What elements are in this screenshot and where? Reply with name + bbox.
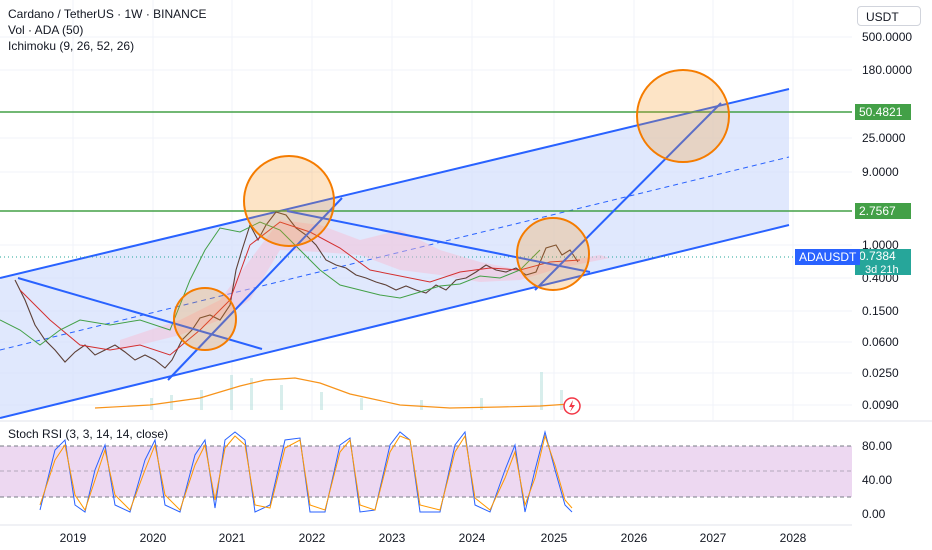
time-axis[interactable]: 2019 2020 2021 2022 2023 2024 2025 2026 2027 2028 (60, 531, 807, 545)
stoch-rsi-d-line (39, 434, 573, 512)
rsi-scale-label: 40.00 (862, 473, 892, 487)
price-scale-label: 9.0000 (862, 165, 899, 179)
ichimoku-lagging-line (0, 221, 541, 346)
ichimoku-legend[interactable]: Ichimoku (9, 26, 52, 26) (8, 39, 135, 53)
rsi-scale-label: 80.00 (862, 439, 892, 453)
highlight-circle-2021[interactable] (173, 287, 237, 351)
channel-mid-line (0, 156, 790, 351)
channel-lower-line[interactable] (0, 224, 790, 419)
price-scale-label: 25.0000 (862, 131, 906, 145)
volume-legend[interactable]: Vol · ADA (50) (8, 23, 84, 37)
descending-trendline-1[interactable] (17, 277, 263, 350)
price-line[interactable] (14, 211, 579, 369)
time-axis-label: 2021 (219, 531, 246, 545)
current-price-countdown: 3d 21h (865, 264, 899, 276)
currency-selector[interactable]: USDT (857, 6, 921, 26)
rsi-scale[interactable]: 80.00 40.00 0.00 (862, 439, 892, 521)
time-axis-label: 2025 (541, 531, 568, 545)
price-scale-label: 0.0600 (862, 335, 899, 349)
stoch-rsi-legend[interactable]: Stoch RSI (3, 3, 14, 14, close) (8, 427, 169, 441)
descending-trendline-2[interactable] (286, 210, 591, 273)
highlight-circle-2024[interactable] (516, 217, 590, 291)
time-axis-label: 2028 (780, 531, 807, 545)
level-tag-50-bg (855, 104, 911, 120)
highlight-circle-target[interactable] (636, 69, 730, 163)
ichimoku-cloud (120, 220, 610, 350)
time-axis-label: 2022 (299, 531, 326, 545)
symbol-price-tag: ADAUSDT (795, 249, 861, 265)
lightning-icon[interactable] (563, 397, 581, 415)
time-axis-label: 2020 (140, 531, 167, 545)
level-tag-2-75: 2.7567 (859, 204, 896, 218)
time-axis-label: 2019 (60, 531, 87, 545)
price-scale-label: 500.0000 (862, 30, 912, 44)
price-scale[interactable]: 500.0000180.000025.00009.00001.00000.400… (862, 30, 912, 412)
current-price-tag-bg (855, 249, 911, 275)
time-axis-label: 2023 (379, 531, 406, 545)
price-scale-label: 0.1500 (862, 304, 899, 318)
ichimoku-conversion-line (19, 221, 581, 356)
time-axis-label: 2024 (459, 531, 486, 545)
price-scale-label: 0.0250 (862, 366, 899, 380)
volume-bars (150, 372, 563, 410)
time-axis-label: 2026 (621, 531, 648, 545)
current-price-value: 0.7384 (859, 249, 896, 263)
rsi-scale-label: 0.00 (862, 507, 886, 521)
level-tag-2-75-bg (855, 203, 911, 219)
price-scale-label: 0.0090 (862, 398, 899, 412)
symbol-legend[interactable]: Cardano / TetherUS · 1W · BINANCE (8, 7, 207, 21)
level-tag-50: 50.4821 (859, 105, 903, 119)
price-scale-label: 1.0000 (862, 238, 899, 252)
channel-upper-line[interactable] (0, 88, 790, 279)
price-scale-label: 180.0000 (862, 63, 912, 77)
volume-ma-line (94, 377, 571, 409)
time-axis-label: 2027 (700, 531, 727, 545)
projection-trendline[interactable] (534, 102, 722, 291)
highlight-circle-2021-top[interactable] (243, 155, 335, 247)
